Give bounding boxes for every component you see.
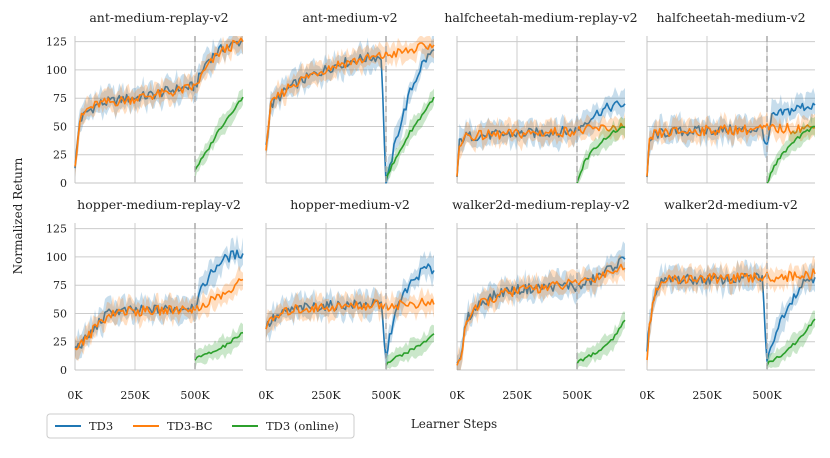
series-band-td3-online — [386, 324, 434, 370]
x-tick-label: 250K — [311, 389, 341, 402]
series-band-td3-online — [577, 311, 625, 370]
x-axis-label: Learner Steps — [411, 417, 497, 431]
series-band-td3-online — [195, 88, 243, 180]
series-line-td3 — [456, 100, 626, 177]
series-band-td3 — [266, 36, 434, 183]
panel-title: hopper-medium-v2 — [290, 197, 410, 212]
y-tick-label: 100 — [46, 251, 67, 264]
series-line-td3 — [265, 48, 435, 184]
y-tick-label: 125 — [46, 36, 67, 49]
series-line-td3-bc — [646, 123, 816, 177]
x-tick-label: 0K — [258, 389, 274, 402]
legend-label-td3-online: TD3 (online) — [266, 419, 339, 433]
y-tick-label: 50 — [53, 307, 67, 320]
series-band-td3 — [75, 36, 243, 178]
series-band-td3 — [75, 234, 243, 361]
legend-label-td3: TD3 — [89, 419, 113, 433]
series-band-td3-bc — [266, 36, 434, 161]
legend: TD3 TD3-BC TD3 (online) — [46, 413, 355, 439]
series-band-td3-bc — [457, 254, 625, 370]
x-tick-label: 250K — [120, 389, 150, 402]
panel-6: 0K 250K 500K hopper-medium-v2 — [258, 197, 435, 402]
panel-title: walker2d-medium-replay-v2 — [452, 197, 630, 212]
series-band-td3 — [457, 241, 625, 370]
x-tick-label: 0K — [67, 389, 83, 402]
x-tick-label: 250K — [502, 389, 532, 402]
series-band-td3 — [266, 250, 434, 370]
y-tick-label: 100 — [46, 64, 67, 77]
panel-5: 0 25 50 75 100 125 0K 250K 500K hopper-medium-rep… — [46, 197, 244, 402]
panel-8: 0K 250K 500K walker2d-medium-v2 — [639, 197, 816, 402]
y-tick-label: 50 — [53, 120, 67, 133]
series-line-td3-online — [766, 125, 816, 184]
y-tick-label: 0 — [60, 177, 67, 190]
series-line-td3-bc — [265, 42, 435, 151]
y-axis-label: Normalized Return — [11, 157, 25, 274]
series-line-td3-online — [385, 333, 435, 366]
series-line-td3-bc — [456, 122, 626, 177]
legend-box — [46, 413, 355, 439]
series-band-td3-bc — [457, 113, 625, 183]
series-line-td3-bc — [646, 268, 816, 361]
x-tick-label: 0K — [639, 389, 655, 402]
panel-title: halfcheetah-medium-v2 — [656, 10, 805, 25]
panel-7: 0K 250K 500K walker2d-medium-replay-v2 — [449, 197, 630, 402]
series-line-td3 — [74, 249, 244, 349]
series-line-td3-online — [576, 319, 626, 365]
series-band-td3 — [647, 87, 815, 183]
series-line-td3-online — [766, 318, 816, 367]
y-tick-label: 75 — [53, 279, 67, 292]
series-line-td3-bc — [74, 37, 244, 167]
series-line-td3-bc — [456, 263, 626, 366]
panel-title: halfcheetah-medium-replay-v2 — [444, 10, 637, 25]
series-band-td3-bc — [266, 286, 434, 340]
series-band-td3-bc — [75, 36, 243, 177]
panel-title: ant-medium-v2 — [302, 10, 397, 25]
panel-title: ant-medium-replay-v2 — [89, 10, 228, 25]
series-line-td3-online — [194, 331, 244, 361]
x-tick-label: 500K — [752, 389, 782, 402]
series-line-td3-bc — [265, 297, 435, 330]
series-line-td3-online — [576, 126, 626, 184]
panel-2: ant-medium-v2 — [265, 10, 435, 184]
series-band-td3-online — [577, 116, 625, 183]
legend-label-td3-bc: TD3-BC — [167, 419, 213, 433]
y-tick-label: 25 — [53, 149, 67, 162]
panel-4: halfcheetah-medium-v2 — [646, 10, 816, 184]
series-band-td3-online — [386, 88, 434, 183]
panel-title: walker2d-medium-v2 — [664, 197, 798, 212]
series-band-td3-online — [195, 322, 243, 370]
chart-panels: 0 25 50 75 100 125 ant-medium-replay-v2 ant-med… — [46, 10, 816, 402]
series-line-td3-bc — [74, 278, 244, 351]
y-tick-label: 25 — [53, 336, 67, 349]
x-tick-label: 0K — [449, 389, 465, 402]
y-tick-label: 0 — [60, 364, 67, 377]
series-band-td3-online — [767, 310, 815, 370]
panel-3: halfcheetah-medium-replay-v2 — [444, 10, 638, 184]
y-tick-label: 75 — [53, 92, 67, 105]
x-tick-label: 500K — [371, 389, 401, 402]
series-band-td3-bc — [647, 255, 815, 370]
y-tick-label: 125 — [46, 223, 67, 236]
series-line-td3-online — [194, 96, 244, 171]
x-tick-label: 250K — [692, 389, 722, 402]
x-tick-label: 500K — [562, 389, 592, 402]
panel-1: 0 25 50 75 100 125 ant-medium-replay-v2 — [46, 10, 244, 190]
series-line-td3-online — [385, 96, 435, 180]
panel-title: hopper-medium-replay-v2 — [77, 197, 241, 212]
x-tick-label: 500K — [180, 389, 210, 402]
